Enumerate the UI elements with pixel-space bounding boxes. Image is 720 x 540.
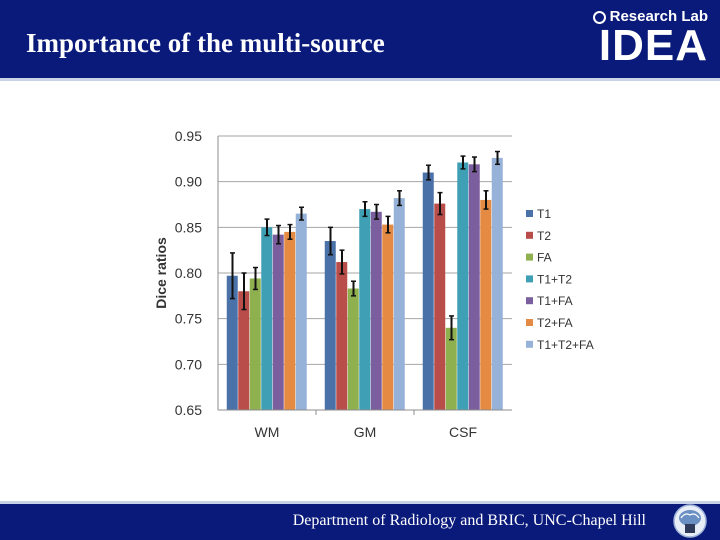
bar [491, 157, 503, 410]
bar [457, 162, 469, 410]
legend-label: FA [537, 251, 552, 265]
legend-label: T2 [537, 229, 551, 243]
x-tick-label: GM [354, 424, 377, 440]
slide-footer: Department of Radiology and BRIC, UNC-Ch… [0, 504, 720, 540]
bar [382, 224, 394, 410]
bar [468, 164, 480, 410]
bar [445, 327, 457, 410]
legend-label: T2+FA [537, 316, 573, 330]
slide-header: Importance of the multi-source Research … [0, 0, 720, 78]
bar [393, 198, 405, 410]
y-tick-label: 0.90 [175, 174, 202, 190]
bar [249, 278, 261, 410]
bar [284, 231, 296, 410]
x-tick-label: WM [255, 424, 280, 440]
legend-swatch [526, 210, 533, 217]
footer-affiliation: Department of Radiology and BRIC, UNC-Ch… [292, 512, 646, 529]
legend-swatch [526, 275, 533, 283]
gear-icon [592, 11, 606, 24]
bar [359, 209, 371, 410]
bar [324, 241, 336, 410]
header-divider [0, 78, 720, 81]
legend-label: T1+T2 [537, 272, 572, 286]
legend-swatch [526, 319, 533, 326]
brain-logo-icon [673, 504, 707, 538]
dice-ratio-bar-chart: 0.95 0.90 0.85 0.80 0.75 0.70 0.65 Dice ratios W… [153, 128, 594, 440]
legend-swatch [526, 297, 533, 305]
y-tick-label: 0.70 [175, 356, 202, 372]
footer-divider [0, 501, 720, 504]
legend-swatch [526, 340, 533, 348]
y-tick-label: 0.75 [175, 311, 202, 327]
legend-label: T1+T2+FA [537, 338, 594, 352]
y-tick-label: 0.95 [175, 128, 202, 144]
logo-main-text: IDEA [598, 21, 708, 70]
bar [295, 213, 307, 410]
bar [226, 275, 238, 410]
y-axis-label: Dice ratios [153, 237, 169, 309]
bar [261, 227, 273, 410]
idea-lab-logo: Research Lab IDEA [574, 8, 714, 72]
bar [480, 199, 492, 410]
bar [434, 203, 446, 410]
x-tick-label: CSF [449, 424, 477, 440]
bar [347, 288, 359, 410]
bar [272, 234, 284, 410]
logo-lab-label: Research Lab [609, 8, 708, 25]
bar [422, 172, 434, 410]
y-tick-label: 0.65 [175, 402, 202, 418]
bar [238, 291, 250, 410]
logo-lab-text: Research Lab [592, 8, 708, 25]
legend-label: T1 [537, 207, 551, 221]
legend-label: T1+FA [537, 294, 573, 308]
y-tick-label: 0.80 [175, 265, 202, 281]
bar [336, 262, 348, 410]
y-tick-label: 0.85 [175, 219, 202, 235]
bar [370, 211, 382, 410]
slide-title: Importance of the multi-source [26, 28, 385, 58]
legend-swatch [526, 253, 533, 261]
legend-swatch [526, 231, 533, 239]
